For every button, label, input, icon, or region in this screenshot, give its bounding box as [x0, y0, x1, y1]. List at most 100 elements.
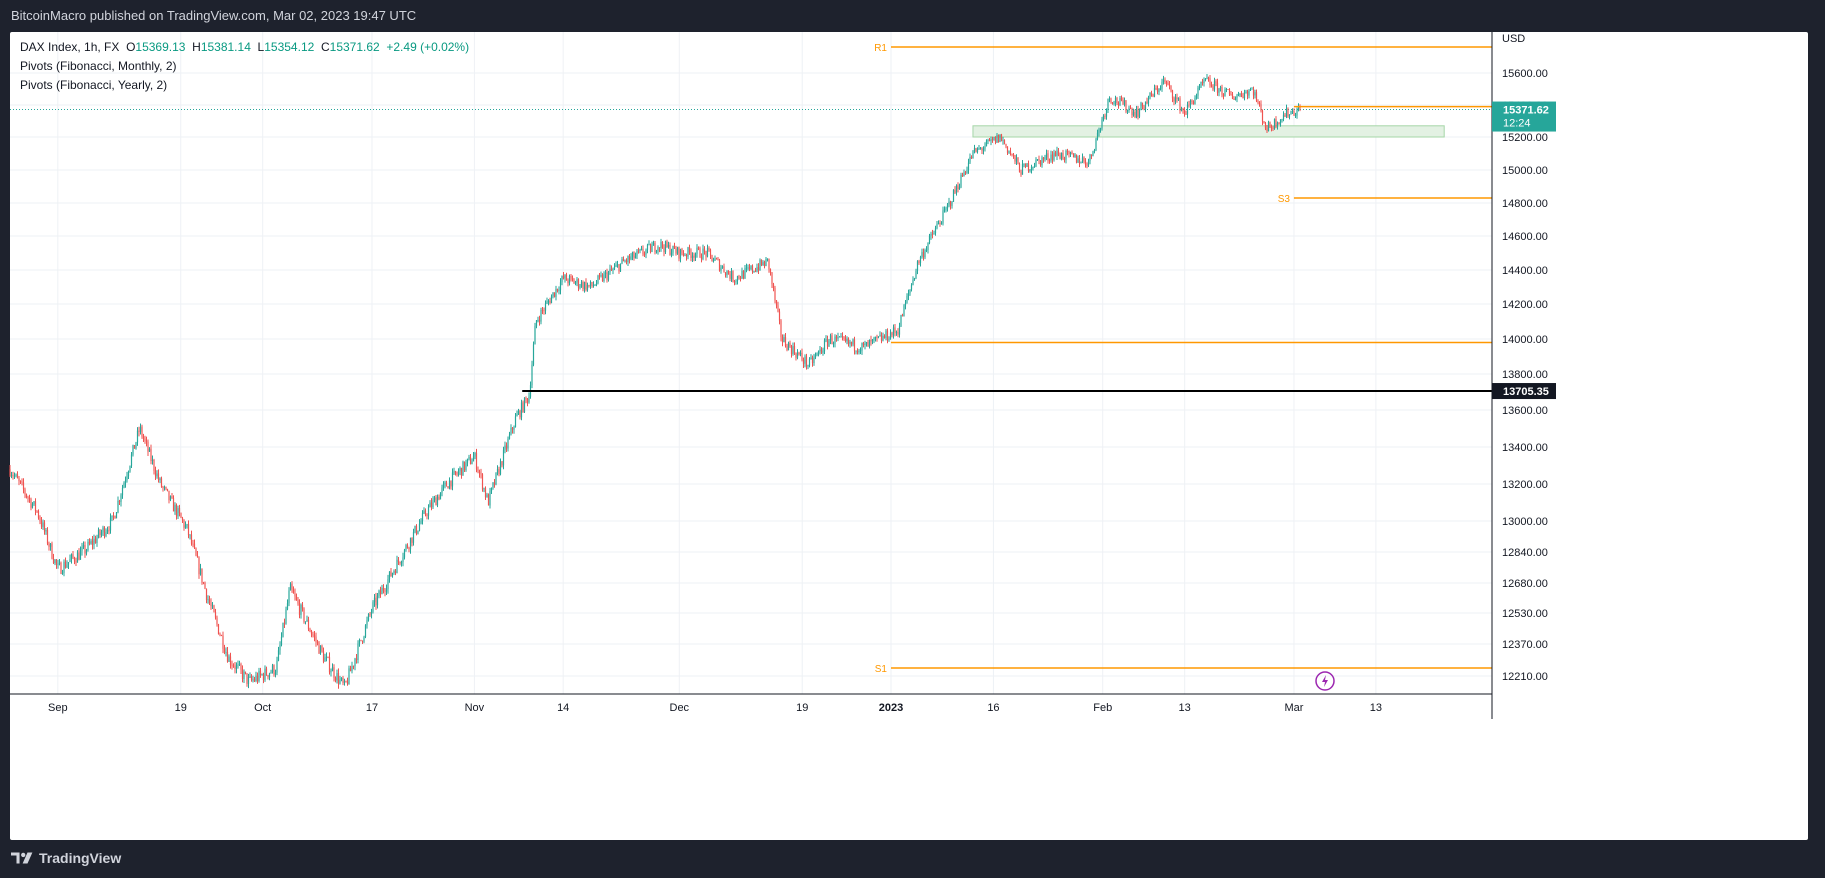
currency-label: USD: [1502, 33, 1525, 45]
candle-up: [370, 611, 373, 615]
price-tick-label: 15600.00: [1502, 68, 1548, 80]
candle-down: [379, 590, 382, 595]
candle-up: [69, 558, 71, 562]
publish-header: BitcoinMacro published on TradingView.co…: [0, 0, 1825, 32]
candle-up: [115, 512, 118, 519]
candle-up: [1099, 128, 1102, 130]
candle-down: [591, 282, 593, 286]
chart-legend: DAX Index, 1h, FX O15369.13 H15381.14 L1…: [20, 38, 469, 95]
candle-up: [285, 609, 287, 624]
tradingview-brand[interactable]: TradingView: [11, 850, 121, 866]
candle-up: [861, 343, 863, 351]
candle-up: [1087, 161, 1090, 166]
candle-up: [904, 302, 907, 306]
candle-up: [1174, 97, 1177, 102]
candle-up: [1194, 98, 1196, 104]
candle-up: [955, 185, 958, 193]
candle-down: [361, 640, 364, 642]
candle-down: [981, 148, 983, 151]
candle-up: [462, 461, 464, 476]
candle-up: [696, 247, 698, 254]
candle-down: [718, 259, 721, 271]
candle-down: [805, 356, 808, 366]
candle-up: [898, 326, 901, 335]
candle-up: [976, 148, 979, 152]
candle-down: [853, 339, 856, 351]
candle-down: [1258, 102, 1261, 105]
candle-down: [75, 561, 77, 563]
candle-up: [252, 679, 254, 681]
candle-up: [1126, 110, 1129, 112]
time-tick-label: Nov: [465, 702, 485, 714]
candle-up: [111, 515, 113, 518]
open-label: O: [126, 40, 136, 54]
candle-up: [667, 244, 670, 247]
level-price-tag[interactable]: [1492, 383, 1556, 400]
candle-up: [583, 282, 586, 290]
candle-up: [516, 414, 518, 417]
candle-up: [1041, 157, 1043, 166]
candle-down: [298, 603, 301, 616]
range-zone[interactable]: [972, 125, 1445, 138]
candle-up: [87, 541, 89, 550]
candle-down: [768, 258, 770, 270]
candle-down: [40, 521, 43, 527]
candle-down: [628, 256, 631, 260]
candle-down: [1090, 154, 1093, 156]
candle-up: [1089, 154, 1091, 162]
candle-down: [673, 245, 676, 250]
candle-up: [817, 351, 820, 354]
candle-down: [345, 680, 347, 682]
indicator-yearly[interactable]: Pivots (Fibonacci, Yearly, 2): [20, 78, 168, 92]
candle-up: [909, 289, 911, 294]
candle-up: [1281, 119, 1283, 120]
symbol-label[interactable]: DAX Index, 1h, FX: [20, 40, 120, 54]
candle-up: [364, 625, 367, 637]
candle-up: [946, 204, 949, 209]
chart-frame: [10, 32, 1808, 840]
candle-down: [24, 489, 26, 495]
candle-down: [681, 249, 683, 254]
candle-up: [645, 249, 647, 255]
candle-up: [1213, 81, 1216, 90]
candle-down: [1222, 94, 1225, 96]
candle-up: [13, 475, 16, 477]
candle-down: [1263, 121, 1265, 124]
candle-down: [16, 474, 19, 479]
candle-up: [694, 253, 697, 258]
candle-down: [562, 276, 565, 279]
candle-down: [165, 487, 167, 489]
candle-down: [355, 658, 358, 660]
candle-down: [1152, 94, 1154, 97]
candle-up: [969, 157, 971, 163]
candle-up: [409, 537, 412, 550]
candle-up: [1243, 92, 1246, 99]
price-tick-label: 12370.00: [1502, 639, 1548, 651]
last-price-tag[interactable]: [1492, 101, 1556, 132]
lightning-bolt-icon: [1322, 675, 1328, 687]
candle-up: [174, 504, 176, 512]
candle-up: [441, 487, 443, 493]
candle-down: [1257, 100, 1259, 103]
price-tick-label: 13200.00: [1502, 479, 1548, 491]
candle-down: [181, 517, 184, 521]
candle-up: [279, 644, 281, 651]
candle-down: [99, 529, 101, 535]
candle-up: [1080, 162, 1082, 164]
indicator-monthly[interactable]: Pivots (Fibonacci, Monthly, 2): [20, 59, 177, 73]
candle-down: [802, 359, 805, 364]
candle-down: [337, 673, 340, 684]
candle-down: [463, 461, 466, 470]
candle-down: [160, 478, 163, 487]
candle-down: [1141, 102, 1144, 107]
lightning-icon[interactable]: [1315, 671, 1335, 691]
candle-down: [826, 339, 829, 347]
candle-down: [891, 332, 893, 336]
candle-up: [1081, 157, 1084, 163]
candle-up: [672, 245, 674, 253]
candle-up: [499, 461, 502, 475]
candle-down: [1063, 158, 1066, 160]
candle-down: [46, 529, 49, 544]
candle-up: [486, 494, 488, 498]
